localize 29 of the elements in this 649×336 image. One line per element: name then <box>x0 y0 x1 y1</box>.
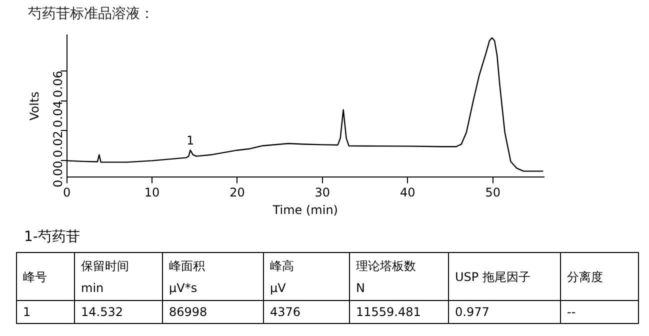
y-tick-label: 0.04 <box>50 100 65 128</box>
y-tick-label: 0.02 <box>50 130 65 158</box>
text: 1 <box>16 300 74 324</box>
x-tick-label: 0 <box>62 186 71 200</box>
text: 峰面积 μV*s <box>162 252 264 300</box>
text: 86998 <box>162 300 264 324</box>
text: 4376 <box>264 300 350 324</box>
text: 1-芍药苷 <box>24 228 80 246</box>
x-tick-label: 20 <box>230 186 245 200</box>
text: 14.532 <box>74 300 162 324</box>
y-tick-label: 0.00 <box>50 160 65 188</box>
x-axis-title: Time (min) <box>272 202 338 217</box>
y-axis-title: Volts <box>27 92 42 120</box>
annotation: 1 <box>186 133 194 148</box>
text: 0.977 <box>448 300 560 324</box>
x-tick-label: 10 <box>144 186 160 200</box>
text: 11559.481 <box>350 300 448 324</box>
x-tick-label: 40 <box>400 186 416 200</box>
y-tick-label: 0.06 <box>50 70 65 98</box>
x-tick-label: 30 <box>314 186 330 200</box>
text: 峰号 <box>16 252 74 300</box>
text: 理论塔板数 N <box>350 252 448 300</box>
text: -- <box>560 300 638 324</box>
x-tick-label: 50 <box>485 186 501 200</box>
text: USP 拖尾因子 <box>448 252 560 300</box>
text: 峰高 μV <box>264 252 350 300</box>
text: 分离度 <box>560 252 638 300</box>
text: 保留时间 min <box>74 252 162 300</box>
chart-title: 芍药苷标准品溶液： <box>28 6 154 22</box>
